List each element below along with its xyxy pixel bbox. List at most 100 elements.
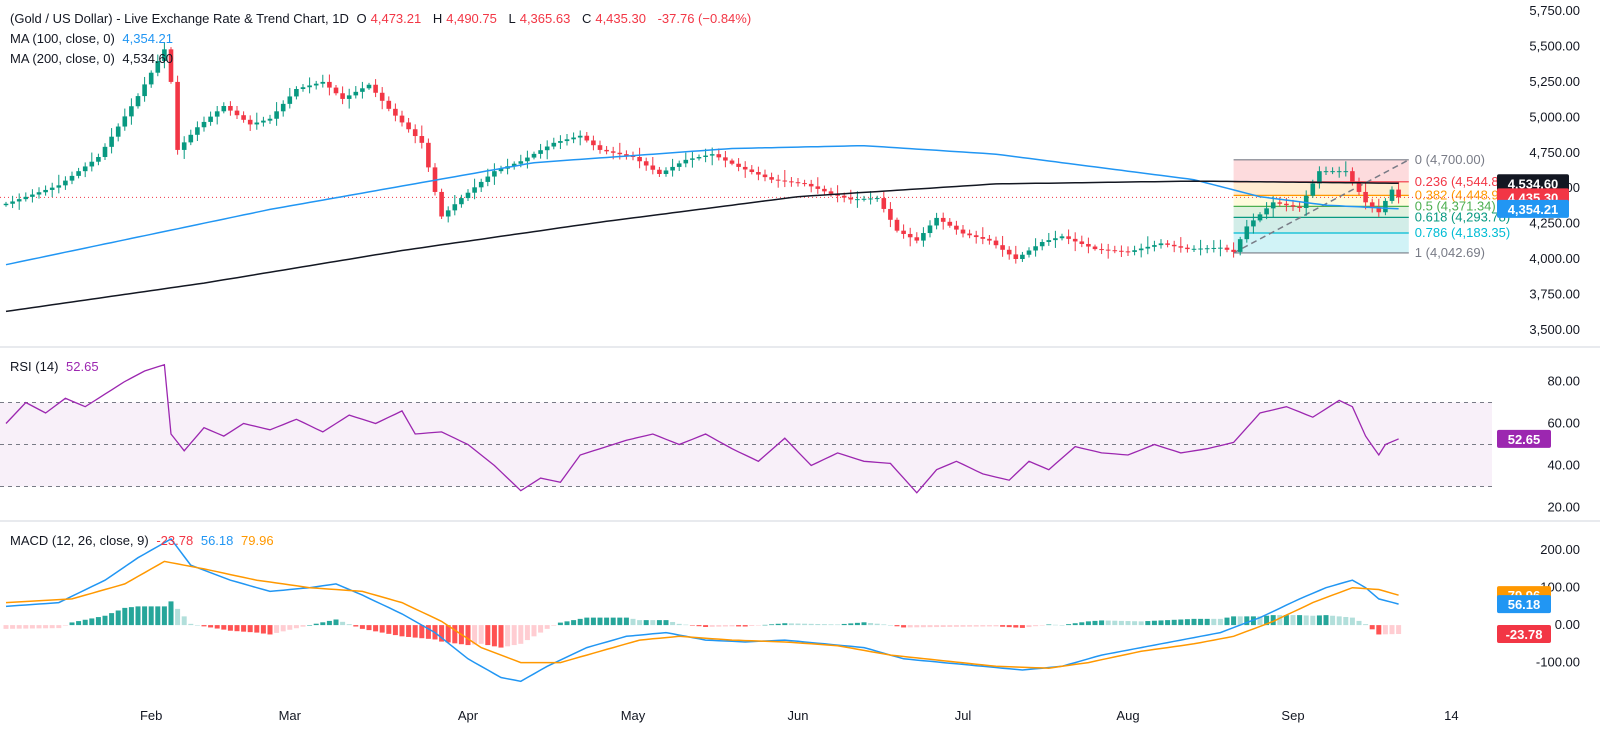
macd-histogram-bar xyxy=(346,624,352,626)
candle-body xyxy=(650,165,656,170)
ma200-label: MA (200, close, 0) xyxy=(10,51,115,66)
candle-body xyxy=(643,161,649,166)
candle-body xyxy=(663,170,669,174)
price-tag-bg xyxy=(1497,174,1569,193)
macd-histogram-bar xyxy=(729,625,735,627)
macd-histogram-bar xyxy=(419,625,425,639)
macd-signal-line xyxy=(5,560,1399,669)
fib-level-label: 1 (4,042.69) xyxy=(1415,245,1485,260)
candle-body xyxy=(947,221,953,226)
candle-body xyxy=(828,191,834,194)
macd-histogram-bar xyxy=(23,625,29,629)
candle-body xyxy=(901,230,906,234)
candle-body xyxy=(775,179,781,181)
candle-body xyxy=(1277,202,1283,204)
candle-body xyxy=(1389,189,1395,201)
candle-body xyxy=(135,96,141,107)
macd-histogram-bar xyxy=(439,625,445,642)
macd-histogram-bar xyxy=(1376,625,1382,635)
macd-histogram-bar xyxy=(56,625,62,629)
macd-histogram-bar xyxy=(478,625,484,644)
macd-histogram-bar xyxy=(795,623,801,626)
macd-histogram-bar xyxy=(1026,625,1032,628)
candle-body xyxy=(1006,249,1012,255)
candle-body xyxy=(808,183,814,187)
macd-histogram-bar xyxy=(36,625,42,629)
fib-level-label: 0.618 (4,293.78) xyxy=(1415,209,1510,224)
macd-histogram-bar xyxy=(973,625,979,627)
macd-histogram-bar xyxy=(135,606,141,626)
macd-histogram-bar xyxy=(1237,616,1243,626)
macd-histogram-bar xyxy=(29,625,35,629)
macd-histogram-bar xyxy=(656,620,662,626)
candle-body xyxy=(1099,249,1104,251)
macd-histogram-bar xyxy=(564,621,570,626)
macd-axis-label: 200.00 xyxy=(1540,542,1580,557)
macd-histogram-bar xyxy=(115,610,121,626)
ma100-label: MA (100, close, 0) xyxy=(10,31,115,46)
candle-body xyxy=(789,181,794,183)
macd-histogram-bar xyxy=(1059,625,1065,626)
ma100-value: 4,354.21 xyxy=(122,31,174,46)
candle-body xyxy=(709,154,715,156)
candle-body xyxy=(1343,171,1349,173)
macd-histogram-bar xyxy=(505,625,511,647)
price-axis-label: 5,000.00 xyxy=(1529,109,1580,124)
price-axis-label: 5,500.00 xyxy=(1529,39,1580,54)
candle-body xyxy=(1059,236,1065,239)
candle-body xyxy=(525,157,530,162)
candle-body xyxy=(1284,203,1289,206)
candle-body xyxy=(1138,248,1144,251)
ma200-value: 4,534.60 xyxy=(122,51,174,66)
candle-body xyxy=(294,89,299,97)
candle-body xyxy=(742,166,748,170)
macd-histogram-bar xyxy=(828,624,834,626)
candle-body xyxy=(1231,249,1236,252)
candle-body xyxy=(1310,183,1316,196)
candle-body xyxy=(1165,243,1170,245)
macd-histogram-bar xyxy=(1178,619,1184,626)
candle-body xyxy=(63,180,68,186)
macd-histogram-bar xyxy=(881,624,887,626)
candle-body xyxy=(228,106,233,111)
macd-legend[interactable]: MACD (12, 26, close, 9) -23.78 56.18 79.… xyxy=(10,532,278,550)
macd-histogram-bar xyxy=(1257,616,1263,626)
candle-body xyxy=(30,194,35,197)
candle-body xyxy=(1237,239,1243,252)
macd-histogram-bar xyxy=(1316,615,1322,626)
candle-body xyxy=(208,116,213,122)
macd-histogram-bar xyxy=(927,625,933,628)
candle-body xyxy=(657,169,662,174)
macd-hist-value: -23.78 xyxy=(156,533,194,548)
candle-body xyxy=(181,142,187,150)
macd-histogram-bar xyxy=(247,625,253,633)
macd-histogram-bar xyxy=(109,613,115,626)
ma200-line xyxy=(5,180,1399,313)
ma100-legend[interactable]: MA (100, close, 0) 4,354.21 xyxy=(10,30,177,48)
candle-body xyxy=(690,158,695,160)
macd-histogram-bar xyxy=(544,625,550,629)
candle-body xyxy=(795,182,801,184)
candle-body xyxy=(274,111,279,119)
candle-body xyxy=(1297,206,1302,208)
macd-histogram-bar xyxy=(221,625,227,630)
ma200-legend[interactable]: MA (200, close, 0) 4,534.60 xyxy=(10,50,177,68)
macd-histogram-bar xyxy=(703,625,709,627)
candle-body xyxy=(874,198,880,200)
macd-histogram-bar xyxy=(1138,621,1144,626)
candle-body xyxy=(551,142,557,147)
macd-histogram-bar xyxy=(386,625,392,634)
price-axis-label: 3,500.00 xyxy=(1529,322,1580,337)
rsi-legend[interactable]: RSI (14) 52.65 xyxy=(10,358,103,376)
macd-histogram-bar xyxy=(861,622,867,626)
candle-body xyxy=(109,136,114,147)
macd-label: MACD (12, 26, close, 9) xyxy=(10,533,149,548)
symbol-title: (Gold / US Dollar) - Live Exchange Rate … xyxy=(10,11,349,26)
candle-body xyxy=(327,81,332,88)
macd-histogram-bar xyxy=(538,625,544,633)
candle-body xyxy=(815,186,821,189)
macd-histogram-bar xyxy=(1000,625,1006,627)
macd-histogram-bar xyxy=(788,623,794,626)
macd-histogram-bar xyxy=(188,623,194,626)
